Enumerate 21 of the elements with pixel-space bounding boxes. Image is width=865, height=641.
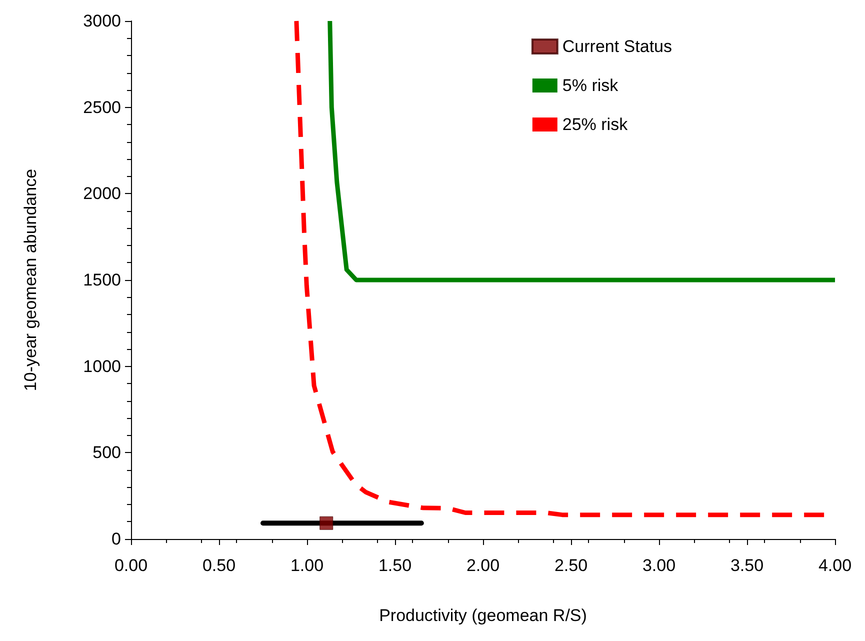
- legend-label: 25% risk: [562, 115, 628, 134]
- x-tick-label: 1.00: [290, 556, 324, 575]
- x-tick-label: 3.50: [730, 556, 764, 575]
- y-tick-label: 2000: [83, 184, 121, 204]
- legend-label: 5% risk: [562, 76, 619, 95]
- legend-label: Current Status: [562, 37, 672, 56]
- y-tick-label: 1000: [83, 356, 121, 376]
- x-tick-label: 4.00: [818, 556, 852, 575]
- x-tick-label: 2.50: [554, 556, 588, 575]
- y-axis-title: 10-year geomean abundance: [21, 168, 40, 392]
- x-tick-label: 0.50: [202, 556, 236, 575]
- y-tick-label: 0: [112, 530, 121, 548]
- x-tick-label: 1.50: [378, 556, 412, 575]
- x-tick-label: 2.00: [466, 556, 500, 575]
- y-tick-label: 1500: [83, 270, 121, 290]
- y-tick-label: 500: [92, 443, 121, 462]
- y-tick-label: 3000: [83, 12, 121, 30]
- x-axis-title: Productivity (geomean R/S): [379, 606, 587, 625]
- x-tick-label: 0.00: [114, 556, 148, 575]
- y-tick-label: 2500: [83, 98, 121, 117]
- x-tick-label: 3.00: [642, 556, 676, 575]
